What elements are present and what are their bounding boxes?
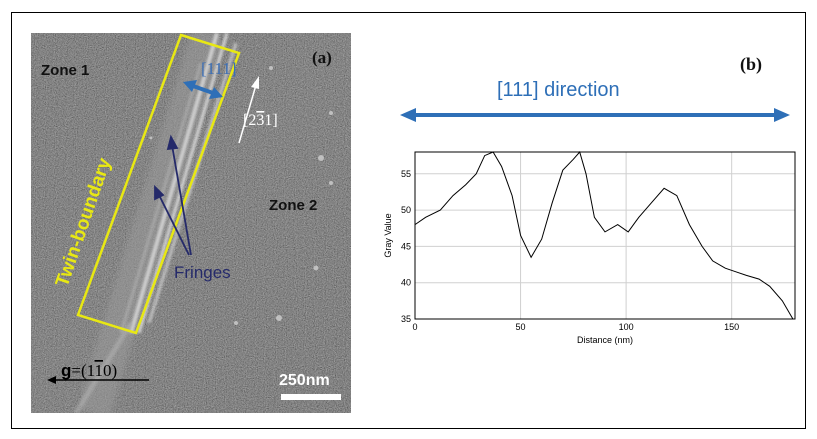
twin-boundary-box: [76, 33, 241, 335]
g-vector-arrow: [47, 376, 149, 384]
gray-value-series: [414, 150, 794, 320]
figure-frame: [11, 12, 806, 429]
x-tick-label: 50: [516, 322, 526, 332]
label-231: [231]: [243, 112, 278, 129]
label-zone-2: Zone 2: [269, 197, 317, 214]
label-zone-1: Zone 1: [41, 62, 89, 79]
twin-band: [73, 33, 238, 413]
plot-grid: [414, 152, 795, 320]
x-tick-label: 0: [412, 322, 417, 332]
y-tick-label: 35: [401, 314, 411, 324]
specks: [149, 66, 333, 325]
y-tick-label: 45: [401, 241, 411, 251]
direction-label: [111] direction: [497, 79, 620, 101]
label-g-vector: g=(110): [61, 361, 117, 380]
label-b: (b): [740, 54, 762, 75]
plot-frame: [414, 151, 796, 320]
y-tick-label: 50: [401, 205, 411, 215]
y-tick-label: 55: [401, 169, 411, 179]
label-a: (a): [312, 48, 332, 67]
x-tick-label: 100: [619, 322, 634, 332]
direction-111-arrow: [183, 80, 223, 99]
y-tick-label: 40: [401, 278, 411, 288]
direction-double-arrow: [400, 108, 790, 122]
direction-231-arrow: [238, 76, 259, 144]
tem-micrograph: [111] [231] Fringes Twin-boundary Zone 1…: [31, 33, 351, 413]
gray-value-plot: 0 50 100 150 35 40 45 50 55 Distance (nm) Gray V…: [383, 150, 796, 345]
y-axis-label: Gray Value: [383, 213, 393, 257]
x-axis-label: Distance (nm): [577, 335, 633, 345]
label-scale-bar: 250nm: [279, 372, 330, 389]
scale-bar: [281, 394, 341, 400]
x-tick-label: 150: [724, 322, 739, 332]
fringes-arrows: [154, 134, 192, 256]
label-fringes: Fringes: [174, 263, 231, 282]
panel-b: (b) [111] direction 0 50 100 150 35 40 45 50 55 …: [383, 54, 796, 345]
label-111: [111]: [201, 59, 237, 78]
